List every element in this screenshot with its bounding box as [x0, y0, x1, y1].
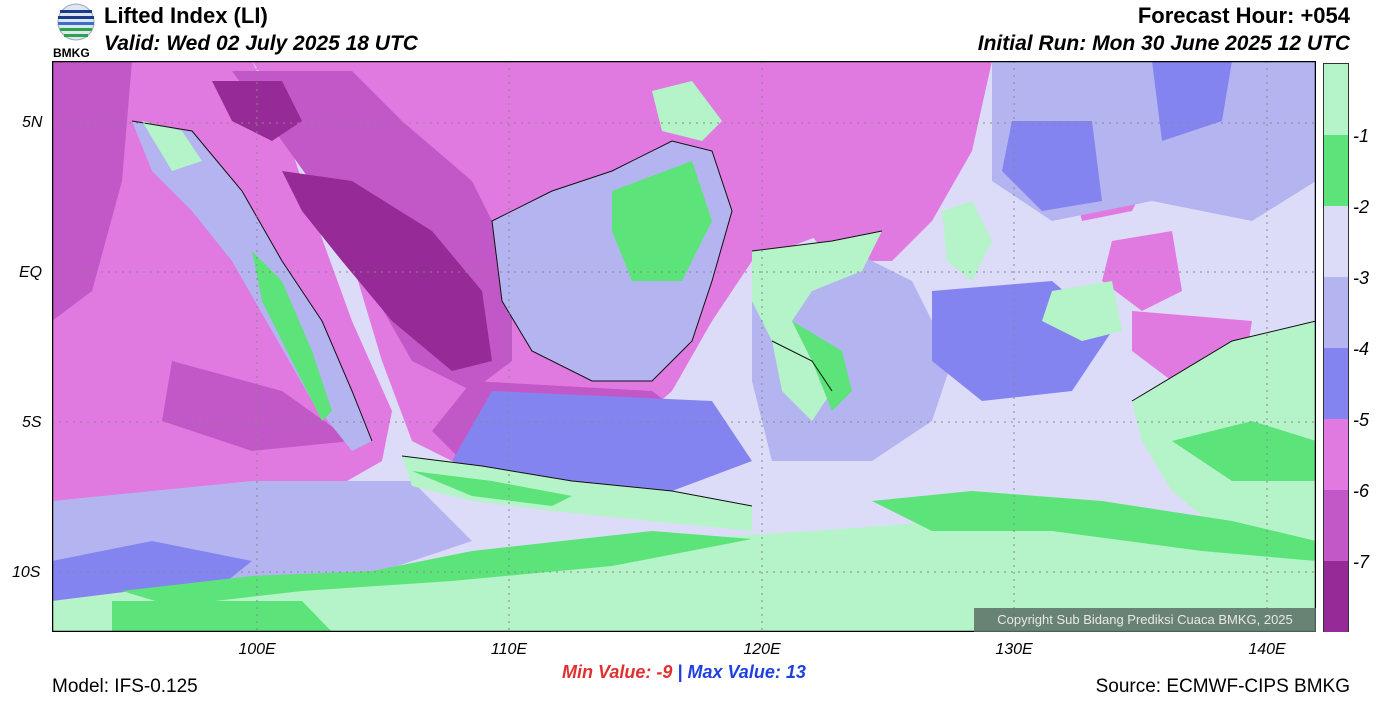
min-label: Min Value: [562, 662, 652, 682]
lon-label-140e: 140E [1248, 641, 1286, 658]
model-label: Model: IFS-0.125 [52, 676, 198, 697]
lon-label-100e: 100E [238, 641, 276, 658]
forecast-hour: Forecast Hour: +054 [1137, 3, 1350, 28]
colorbar-label: -7 [1353, 552, 1370, 572]
colorbar-segment [1324, 64, 1348, 135]
colorbar-segment [1324, 277, 1348, 348]
copyright-notice: Copyright Sub Bidang Prediksi Cuaca BMKG… [974, 608, 1316, 632]
lat-label-10s: 10S [12, 564, 41, 581]
colorbar-segment [1324, 490, 1348, 561]
colorbar-segment [1324, 419, 1348, 490]
lon-label-120e: 120E [743, 641, 781, 658]
colorbar-label: -5 [1353, 410, 1370, 430]
colorbar [1323, 63, 1349, 632]
chart-title: Lifted Index (LI) [104, 3, 268, 28]
lat-label-eq: EQ [19, 264, 43, 281]
colorbar-label: -1 [1353, 126, 1370, 146]
max-value: 13 [785, 662, 806, 682]
min-max-values: Min Value: -9 | Max Value: 13 [562, 662, 806, 683]
initial-run: Initial Run: Mon 30 June 2025 12 UTC [977, 32, 1350, 55]
colorbar-label: -4 [1353, 339, 1370, 359]
colorbar-segment [1324, 561, 1348, 632]
source-label: Source: ECMWF-CIPS BMKG [1095, 676, 1350, 697]
colorbar-segment [1324, 135, 1348, 206]
lon-label-110e: 110E [490, 641, 528, 658]
logo-text: BMKG [53, 46, 90, 60]
stats-separator: | [677, 662, 683, 682]
lat-label-5s: 5S [22, 414, 42, 431]
colorbar-segment [1324, 206, 1348, 277]
colorbar-segment [1324, 348, 1348, 419]
lat-label-5n: 5N [22, 114, 43, 131]
colorbar-label: -3 [1353, 268, 1370, 288]
bmkg-logo: BMKG [52, 2, 100, 60]
valid-time: Valid: Wed 02 July 2025 18 UTC [104, 32, 418, 55]
map-canvas [52, 61, 1316, 632]
min-value: -9 [656, 662, 673, 682]
lifted-index-map: Copyright Sub Bidang Prediksi Cuaca BMKG… [52, 61, 1316, 632]
max-label: Max Value: [687, 662, 781, 682]
colorbar-label: -6 [1353, 481, 1370, 501]
lon-label-130e: 130E [995, 641, 1033, 658]
colorbar-label: -2 [1353, 197, 1370, 217]
